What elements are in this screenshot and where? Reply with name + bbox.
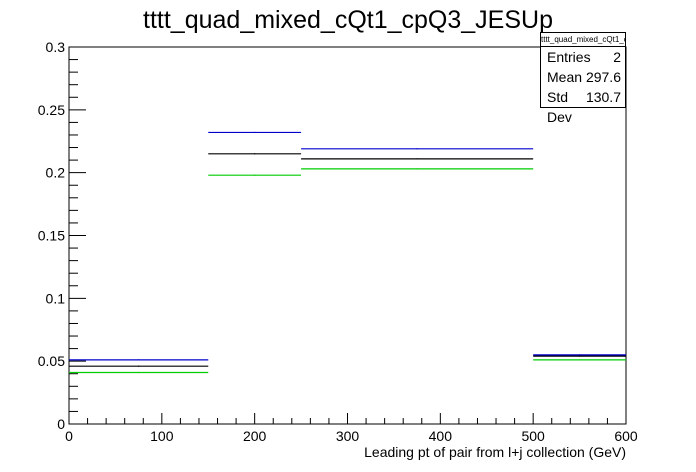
y-tick-label: 0.1 (46, 290, 66, 306)
x-tick-label: 600 (614, 428, 638, 444)
y-tick-label: 0 (57, 416, 65, 432)
histogram-bars (69, 131, 626, 374)
x-tick-label: 500 (521, 428, 545, 444)
chart-title: tttt_quad_mixed_cQt1_cpQ3_JESUp (143, 6, 553, 34)
y-tick-label: 0.15 (38, 228, 65, 244)
stats-row-mean: Mean 297.6 (541, 67, 625, 87)
stats-value: 297.6 (585, 69, 621, 85)
stats-box: tttt_quad_mixed_cQt1_cpQ3_JESUp Entries … (540, 32, 626, 125)
stats-value: 2 (613, 49, 621, 65)
y-tick-label: 0.25 (38, 102, 65, 118)
stats-row-stddev: Std Dev 130.7 (541, 87, 625, 125)
x-tick-label: 200 (243, 428, 267, 444)
stats-label: Std Dev (547, 89, 572, 125)
stats-label: Entries (547, 49, 591, 65)
x-tick-label: 300 (336, 428, 360, 444)
stats-title: tttt_quad_mixed_cQt1_cpQ3_JESUp (541, 33, 625, 47)
y-tick-label: 0.2 (46, 165, 66, 181)
x-axis-label: Leading pt of pair from l+j collection (… (364, 444, 626, 460)
stats-label: Mean (547, 69, 583, 85)
stats-value: 130.7 (585, 89, 621, 105)
x-tick-label: 0 (65, 428, 73, 444)
y-tick-label: 0.3 (46, 39, 66, 55)
x-tick-label: 100 (150, 428, 174, 444)
x-tick-label: 400 (429, 428, 453, 444)
y-tick-label: 0.05 (38, 353, 65, 369)
axis-ticks: 0 100 200 300 400 500 600 0 0.05 0.1 0.15 0.2 0.25 0.… (38, 39, 638, 444)
stats-row-entries: Entries 2 (541, 47, 625, 67)
